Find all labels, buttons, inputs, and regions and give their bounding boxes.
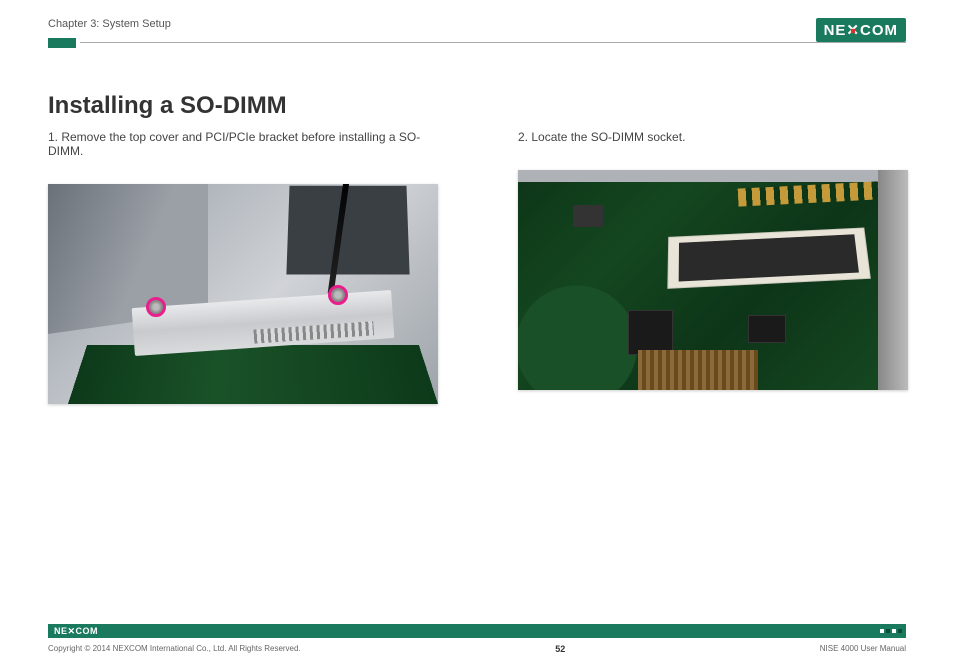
header-rule (80, 42, 906, 43)
footer-bar: NE✕COM (48, 624, 906, 638)
column-left: 1. Remove the top cover and PCI/PCIe bra… (48, 130, 438, 404)
document-name: NISE 4000 User Manual (820, 644, 906, 654)
page-number: 52 (555, 644, 565, 654)
figure-step-2 (518, 170, 908, 390)
chapter-label: Chapter 3: System Setup (48, 18, 171, 30)
footer-ornament-icon (880, 629, 902, 633)
footer-brand-logo: NE✕COM (54, 626, 98, 637)
step-1-text: 1. Remove the top cover and PCI/PCIe bra… (48, 130, 438, 158)
header-accent (48, 38, 76, 48)
sodimm-socket (667, 227, 871, 288)
copyright-text: Copyright © 2014 NEXCOM International Co… (48, 644, 301, 654)
screw-highlight-icon (146, 297, 166, 317)
figure-step-1 (48, 184, 438, 404)
page-title: Installing a SO-DIMM (48, 92, 906, 120)
step-2-text: 2. Locate the SO-DIMM socket. (518, 130, 908, 144)
brand-logo: NE✕COM (816, 18, 906, 42)
screw-highlight-icon (328, 285, 348, 305)
column-right: 2. Locate the SO-DIMM socket. (518, 130, 908, 404)
